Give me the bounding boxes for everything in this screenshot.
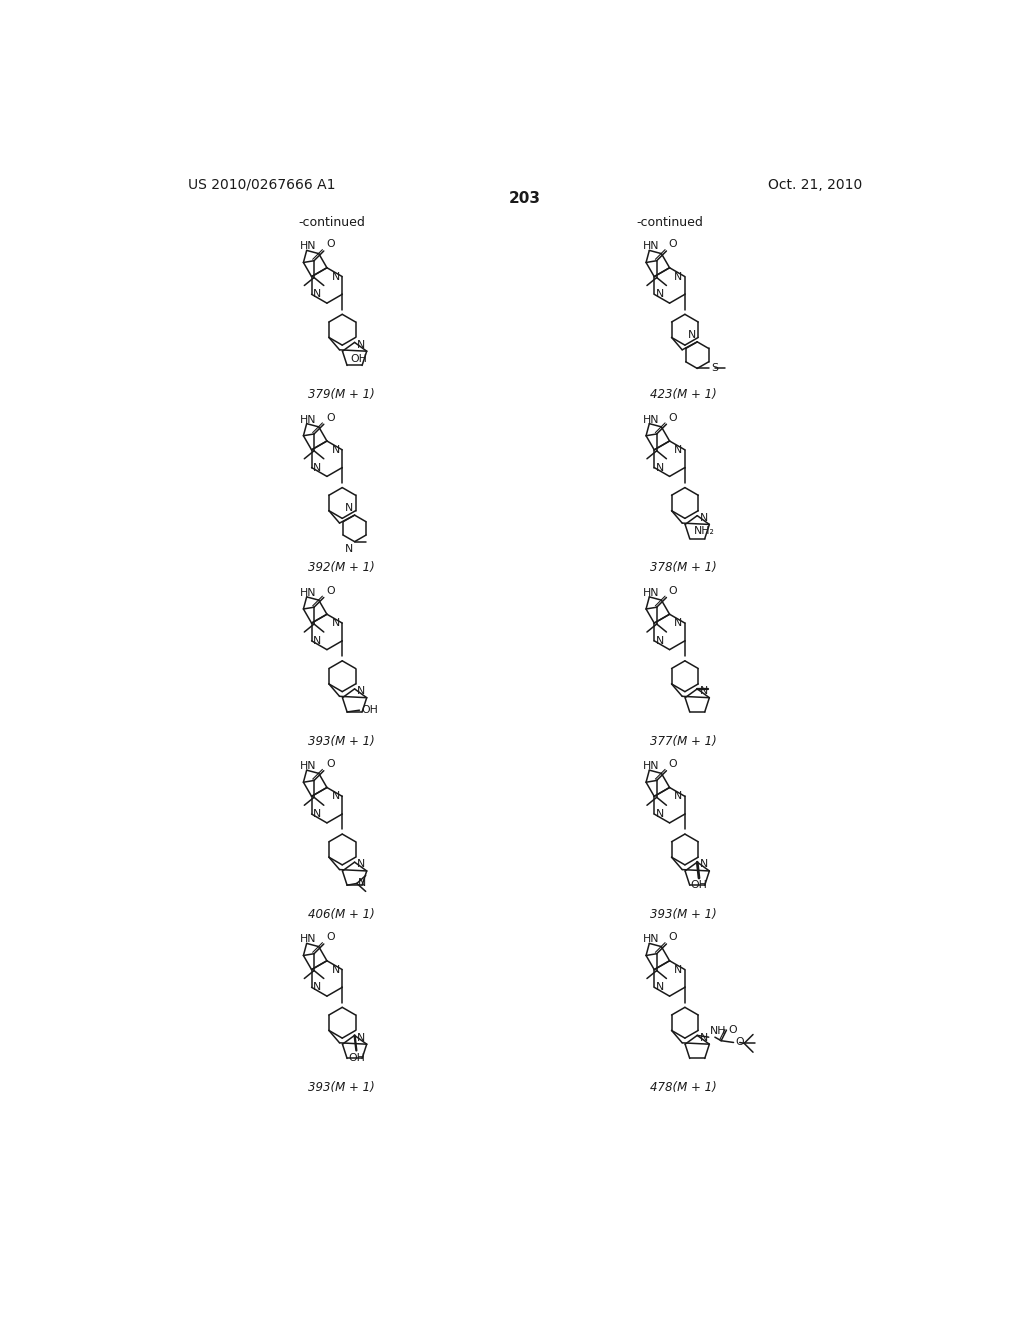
Text: Oct. 21, 2010: Oct. 21, 2010: [768, 178, 862, 191]
Text: O: O: [735, 1038, 743, 1048]
Text: HN: HN: [300, 762, 316, 771]
Text: O: O: [326, 586, 335, 595]
Text: OH: OH: [361, 705, 379, 715]
Text: N: N: [655, 809, 664, 818]
Text: O: O: [669, 759, 678, 770]
Text: N: N: [357, 859, 366, 870]
Text: N: N: [313, 636, 322, 645]
Text: N: N: [655, 636, 664, 645]
Text: NH: NH: [711, 1026, 727, 1036]
Text: N: N: [699, 513, 708, 523]
Text: HN: HN: [300, 935, 316, 944]
Text: 393(M + 1): 393(M + 1): [307, 1081, 375, 1094]
Text: N: N: [357, 339, 366, 350]
Text: -continued: -continued: [299, 216, 366, 230]
Text: OH: OH: [690, 880, 708, 891]
Text: O: O: [669, 932, 678, 942]
Text: O: O: [326, 239, 335, 249]
Text: HN: HN: [643, 414, 659, 425]
Text: N: N: [313, 462, 322, 473]
Text: S: S: [711, 363, 718, 374]
Text: US 2010/0267666 A1: US 2010/0267666 A1: [188, 178, 336, 191]
Text: N: N: [358, 878, 367, 888]
Text: NH₂: NH₂: [693, 527, 715, 536]
Text: 393(M + 1): 393(M + 1): [650, 908, 717, 921]
Text: N: N: [675, 272, 683, 281]
Text: O: O: [669, 586, 678, 595]
Text: N: N: [313, 982, 322, 993]
Text: N: N: [699, 1032, 708, 1043]
Text: 377(M + 1): 377(M + 1): [650, 735, 717, 747]
Text: 406(M + 1): 406(M + 1): [307, 908, 375, 921]
Text: N: N: [655, 289, 664, 300]
Text: N: N: [313, 289, 322, 300]
Text: 478(M + 1): 478(M + 1): [650, 1081, 717, 1094]
Text: OH: OH: [350, 354, 367, 364]
Text: 393(M + 1): 393(M + 1): [307, 735, 375, 747]
Text: HN: HN: [643, 587, 659, 598]
Text: HN: HN: [300, 414, 316, 425]
Text: O: O: [326, 932, 335, 942]
Text: N: N: [675, 792, 683, 801]
Text: O: O: [326, 413, 335, 422]
Text: N: N: [687, 330, 695, 339]
Text: 379(M + 1): 379(M + 1): [307, 388, 375, 401]
Text: HN: HN: [643, 762, 659, 771]
Text: N: N: [699, 686, 708, 696]
Text: HN: HN: [643, 935, 659, 944]
Text: 378(M + 1): 378(M + 1): [650, 561, 717, 574]
Text: N: N: [675, 965, 683, 974]
Text: 392(M + 1): 392(M + 1): [307, 561, 375, 574]
Text: N: N: [313, 809, 322, 818]
Text: O: O: [669, 413, 678, 422]
Text: O: O: [669, 239, 678, 249]
Text: N: N: [357, 686, 366, 696]
Text: N: N: [675, 445, 683, 455]
Text: N: N: [332, 445, 340, 455]
Text: N: N: [655, 982, 664, 993]
Text: -continued: -continued: [636, 216, 703, 230]
Text: N: N: [332, 965, 340, 974]
Text: 423(M + 1): 423(M + 1): [650, 388, 717, 401]
Text: HN: HN: [300, 587, 316, 598]
Text: N: N: [345, 544, 353, 554]
Text: N: N: [332, 618, 340, 628]
Text: N: N: [699, 859, 708, 870]
Text: N: N: [655, 462, 664, 473]
Text: O: O: [729, 1026, 737, 1035]
Text: HN: HN: [643, 242, 659, 251]
Text: N: N: [357, 1032, 366, 1043]
Text: 203: 203: [509, 191, 541, 206]
Text: N: N: [675, 618, 683, 628]
Text: O: O: [326, 759, 335, 770]
Text: OH: OH: [348, 1053, 365, 1063]
Text: N: N: [345, 503, 353, 512]
Text: HN: HN: [300, 242, 316, 251]
Text: N: N: [332, 272, 340, 281]
Text: N: N: [332, 792, 340, 801]
